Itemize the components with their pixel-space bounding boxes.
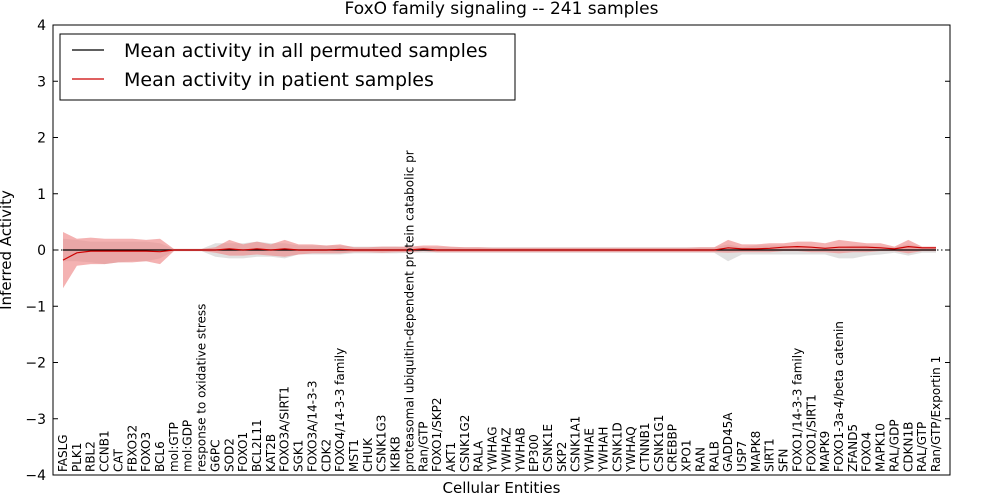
y-axis-title: Inferred Activity bbox=[0, 190, 15, 310]
category-label: CHUK bbox=[361, 437, 375, 472]
category-label: FOXO3A/SIRT1 bbox=[278, 386, 292, 472]
category-label: YWHAG bbox=[486, 426, 500, 473]
y-tick-label: −3 bbox=[25, 412, 46, 428]
category-label: USP7 bbox=[735, 441, 749, 472]
category-label: response to oxidative stress bbox=[195, 304, 209, 472]
category-label: CDK2 bbox=[319, 439, 333, 472]
y-tick-label: 1 bbox=[37, 187, 46, 203]
legend: Mean activity in all permuted samples Me… bbox=[59, 33, 516, 101]
category-label: EP300 bbox=[527, 434, 541, 472]
category-label: YWHAE bbox=[583, 428, 597, 473]
category-label: IKBKB bbox=[389, 436, 403, 472]
category-label: RALB bbox=[707, 441, 721, 472]
category-label: CAT bbox=[111, 448, 125, 472]
series-lines bbox=[62, 245, 936, 261]
category-label: FBXO32 bbox=[125, 425, 139, 472]
category-label: CTNNB1 bbox=[638, 422, 652, 472]
category-label: MAPK8 bbox=[749, 431, 763, 472]
category-label: RBL2 bbox=[84, 441, 98, 472]
category-label: XPO1 bbox=[680, 439, 694, 472]
y-tick-label: 4 bbox=[37, 18, 46, 34]
category-label: CDKN1B bbox=[901, 422, 915, 472]
category-label: FOXO1/SKP2 bbox=[430, 397, 444, 472]
y-tick-label: −2 bbox=[25, 356, 46, 372]
category-label: Ran/GTP/Exportin 1 bbox=[929, 356, 943, 472]
category-label: RAL/GTP bbox=[915, 422, 929, 472]
category-label: RAL/GDP bbox=[887, 419, 901, 472]
category-label: SOD2 bbox=[222, 438, 236, 472]
category-label: FOXO4 bbox=[860, 432, 874, 472]
legend-label-patient: Mean activity in patient samples bbox=[124, 69, 434, 91]
band-patient bbox=[63, 232, 936, 289]
category-label: FASLG bbox=[56, 434, 70, 472]
y-tick-label: 0 bbox=[37, 243, 46, 259]
y-tick-label: 2 bbox=[37, 131, 46, 147]
category-label: mol:GTP bbox=[167, 422, 181, 472]
category-label: FOXO3A/14-3-3 bbox=[305, 380, 319, 472]
category-label: CSNK1E bbox=[541, 424, 555, 472]
category-label: MST1 bbox=[347, 439, 361, 472]
category-label: BCL6 bbox=[153, 441, 167, 472]
category-label: YWHAH bbox=[596, 427, 610, 473]
y-tick-label: −4 bbox=[25, 468, 46, 484]
category-labels: FASLG PLK1 RBL2 CCNB1 CAT FBXO32 FOXO3 BCL6 mol:… bbox=[56, 150, 943, 473]
x-axis-title: Cellular Entities bbox=[443, 479, 561, 497]
y-tick-label: 3 bbox=[37, 74, 46, 90]
category-label: MAPK9 bbox=[818, 431, 832, 472]
chart-title: FoxO family signaling -- 241 samples bbox=[345, 0, 659, 19]
category-label: YWHAB bbox=[513, 427, 527, 473]
category-label: AKT1 bbox=[444, 442, 458, 472]
category-label: RAN bbox=[693, 447, 707, 472]
category-label: FOXO1/SIRT1 bbox=[804, 394, 818, 472]
category-label: MAPK10 bbox=[874, 423, 888, 472]
category-label: BCL2L11 bbox=[250, 419, 264, 472]
category-label: RALA bbox=[472, 440, 486, 472]
category-label: ZFAND5 bbox=[846, 424, 860, 472]
category-label: PLK1 bbox=[70, 443, 84, 472]
category-label: CSNK1G2 bbox=[458, 415, 472, 472]
category-label: GADD45A bbox=[721, 412, 735, 472]
category-label: FOXO3 bbox=[139, 432, 153, 472]
category-label: SIRT1 bbox=[763, 438, 777, 472]
category-label: SFN bbox=[777, 449, 791, 473]
category-label: CSNK1G1 bbox=[652, 415, 666, 472]
category-label: G6PC bbox=[208, 439, 222, 472]
category-label: CSNK1D bbox=[610, 422, 624, 472]
category-label: FOXO1-3a-4/beta catenin bbox=[832, 321, 846, 472]
category-label: proteasomal ubiquitin-dependent protein … bbox=[402, 150, 416, 472]
axis-ticks: −4 −3 −2 −1 0 1 2 3 4 bbox=[25, 18, 950, 484]
y-tick-label: −1 bbox=[25, 299, 46, 315]
category-label: CCNB1 bbox=[98, 430, 112, 472]
category-label: Ran/GTP bbox=[416, 421, 430, 472]
category-label: FOXO1/14-3-3 family bbox=[790, 348, 804, 472]
category-label: CSNK1A1 bbox=[569, 416, 583, 472]
category-label: SGK1 bbox=[292, 440, 306, 472]
confidence-bands bbox=[63, 232, 936, 289]
category-label: mol:GDP bbox=[181, 420, 195, 472]
category-label: SKP2 bbox=[555, 442, 569, 472]
category-label: YWHAQ bbox=[624, 426, 638, 473]
legend-label-permuted: Mean activity in all permuted samples bbox=[124, 40, 487, 62]
legend-box bbox=[59, 33, 516, 101]
category-label: CREBBP bbox=[666, 424, 680, 472]
category-label: FOXO1 bbox=[236, 432, 250, 472]
category-label: FOXO4/14-3-3 family bbox=[333, 348, 347, 472]
category-label: CSNK1G3 bbox=[375, 415, 389, 472]
series-line-patient bbox=[62, 245, 936, 261]
category-label: KAT2B bbox=[264, 434, 278, 472]
category-label: YWHAZ bbox=[499, 427, 513, 473]
